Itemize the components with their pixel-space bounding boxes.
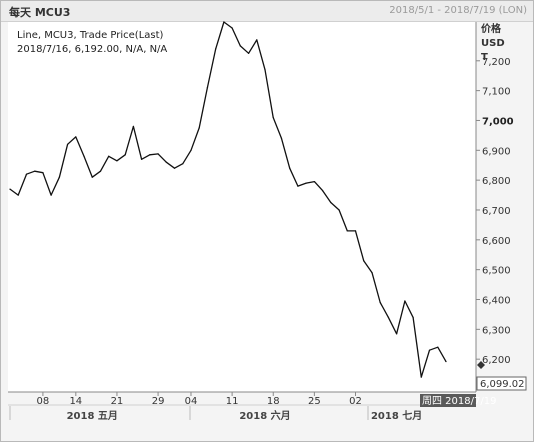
price-point [182, 163, 184, 165]
y-tick-label: 6,800 [482, 176, 511, 187]
legend-values: 2018/7/16, 6,192.00, N/A, N/A [17, 44, 167, 55]
price-point [231, 27, 233, 29]
y-axis-label-ton: T [481, 52, 488, 63]
x-tick-label: 29 [152, 396, 165, 407]
y-tick-label: 6,400 [482, 296, 511, 307]
price-point [313, 181, 315, 183]
price-point [247, 52, 250, 54]
price-point [108, 155, 110, 157]
price-point [338, 209, 340, 211]
price-point [404, 300, 406, 302]
month-label: 2018 七月 [371, 409, 422, 422]
price-point [387, 316, 390, 319]
price-point [75, 136, 77, 138]
x-axis-panel [8, 392, 476, 438]
price-point [305, 182, 307, 184]
price-point [66, 143, 69, 145]
y-tick-label: 7,200 [482, 57, 511, 68]
price-point [256, 39, 258, 41]
last-value-tag-bg [476, 376, 527, 391]
price-point [141, 158, 143, 160]
last-value-marker [477, 361, 485, 369]
price-point [99, 170, 102, 172]
price-point [437, 346, 439, 348]
y-tick-label: 6,700 [482, 206, 511, 217]
y-tick-label: 7,000 [482, 116, 514, 127]
price-point [330, 201, 332, 204]
price-point [34, 170, 36, 172]
x-tick-label: 02 [349, 396, 362, 407]
plot-area [8, 22, 476, 392]
price-point [239, 45, 241, 47]
price-point [165, 161, 167, 163]
chart-title: 每天 MCU3 [9, 6, 71, 19]
price-point [190, 149, 192, 151]
x-axis-ticks: 08 14 21 29 04 11 18 25 02 2018 五月 2018 六月 2018 七月 [9, 392, 422, 422]
price-point [346, 230, 348, 232]
month-label: 2018 六月 [239, 409, 290, 422]
price-point [157, 153, 159, 155]
price-point [379, 301, 381, 304]
price-point [58, 176, 60, 178]
x-tick-label: 04 [185, 396, 198, 407]
x-tick-label: 18 [267, 396, 280, 407]
date-range: 2018/5/1 - 2018/7/19 (LON) [389, 5, 527, 16]
price-point [173, 167, 176, 169]
price-line [9, 21, 447, 378]
price-point [149, 154, 151, 156]
price-point [50, 194, 52, 196]
y-axis-label-unit: USD [481, 38, 505, 49]
price-point [83, 155, 85, 157]
price-point [396, 333, 398, 335]
cursor-tag-bg [420, 394, 476, 407]
series-layer [9, 21, 447, 378]
price-point [322, 189, 324, 192]
cursor-tag: 周四 2018/7/19 [422, 395, 496, 407]
x-tick-label: 21 [111, 396, 124, 407]
price-point [420, 376, 422, 378]
x-tick-label: 08 [37, 396, 50, 407]
y-tick-label: 6,600 [482, 236, 511, 247]
price-point [91, 176, 93, 178]
x-tick-label: 14 [69, 396, 82, 407]
last-value-tag: 6,099.02 [480, 379, 525, 390]
price-point [206, 87, 209, 89]
price-point [272, 116, 274, 119]
price-point [132, 125, 134, 128]
x-tick-label: 11 [226, 396, 239, 407]
price-point [289, 167, 291, 169]
price-point [264, 69, 266, 71]
price-point [297, 185, 299, 187]
price-point [42, 172, 44, 174]
month-label: 2018 五月 [67, 410, 118, 422]
y-tick-label: 6,500 [482, 266, 511, 277]
title-bar: 每天 MCU3 2018/5/1 - 2018/7/19 (LON) [1, 1, 533, 22]
y-tick-label: 6,300 [482, 325, 511, 336]
price-point [25, 173, 28, 175]
y-axis-ticks: 7,200 7,100 7,000 6,900 6,800 6,700 6,600 6,500… [476, 57, 514, 366]
y-tick-label: 6,900 [482, 146, 511, 157]
price-point [116, 160, 118, 162]
price-point [371, 272, 373, 274]
price-point [124, 154, 126, 156]
legend-series: Line, MCU3, Trade Price(Last) [17, 30, 164, 41]
price-point [215, 48, 217, 50]
price-point [412, 316, 414, 319]
y-axis-label-currency: 价格 [481, 22, 502, 35]
price-point [428, 349, 431, 351]
price-point [198, 127, 200, 129]
y-tick-label: 7,100 [482, 87, 511, 98]
price-point [363, 260, 365, 262]
price-point [280, 137, 283, 139]
price-point [17, 194, 19, 196]
price-point [445, 360, 447, 363]
price-point [9, 188, 11, 190]
y-tick-label: 6,200 [482, 355, 511, 366]
price-point [354, 230, 357, 232]
x-tick-label: 25 [308, 396, 321, 407]
price-point [223, 21, 225, 23]
